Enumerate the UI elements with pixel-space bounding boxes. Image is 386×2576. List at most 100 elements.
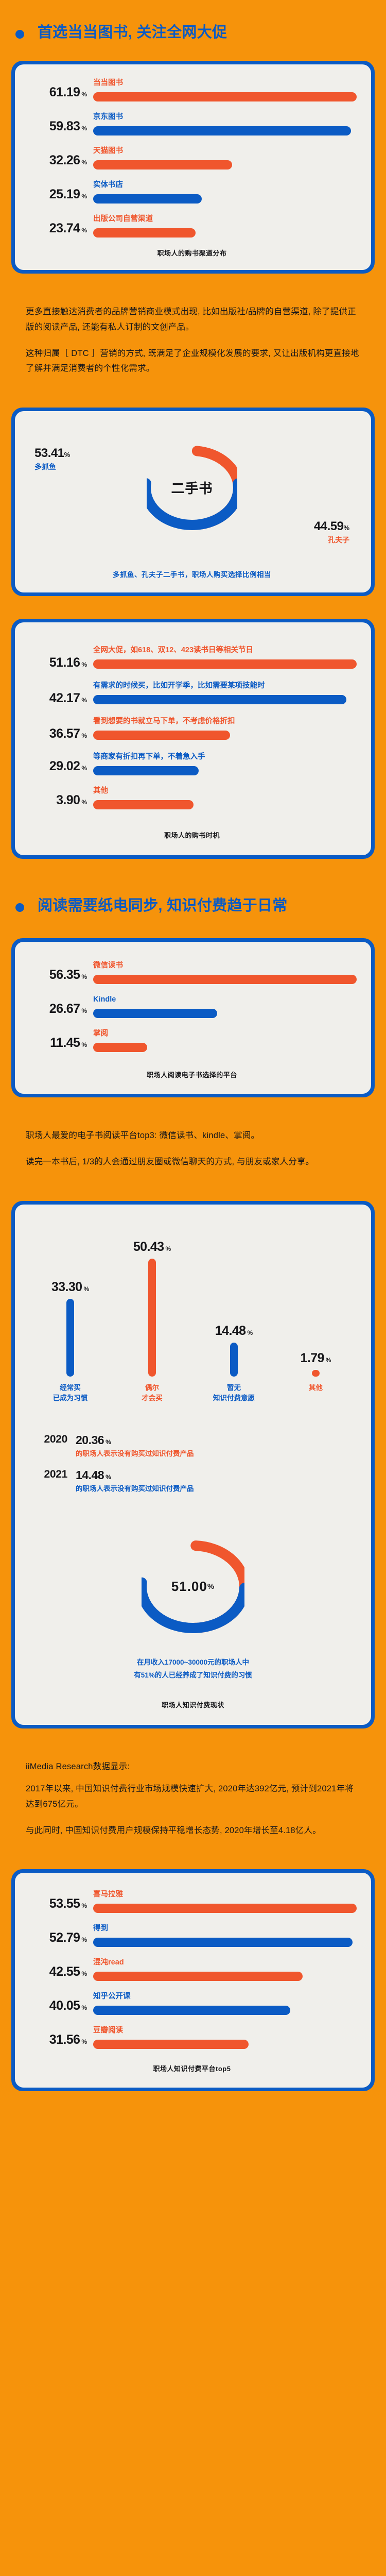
spacer: [0, 1097, 386, 1128]
table-row: 25.19% 实体书店: [27, 180, 357, 204]
paragraph-text: 读完一本书后, 1/3的人会通过朋友圈或微信聊天的方式, 与朋友或家人分享。: [26, 1157, 314, 1167]
bar-value-number: 50.43: [133, 1239, 164, 1254]
bar-value-percent: %: [81, 227, 87, 234]
donut-legend-right: 44.59% 孔夫子: [314, 519, 349, 545]
bar-value: 42.17%: [27, 681, 93, 706]
bar-value-number: 61.19: [49, 85, 80, 100]
card-purchase-timing: 51.16% 全网大促，如618、双12、423读书日等相关节日 42.17% …: [11, 618, 375, 859]
bar-value: 61.19%: [27, 78, 93, 100]
bar-value-number: 31.56: [49, 2032, 80, 2047]
donut-center-label: 51.00%: [142, 1525, 244, 1649]
bar-label: 暂无 知识付费意愿: [193, 1383, 275, 1406]
card-purchase-channels: 61.19% 当当图书 59.83% 京东图书 32.26% 天猫图书: [11, 61, 375, 274]
bar-fill: [93, 160, 232, 170]
year-percent: %: [106, 1473, 111, 1481]
bar-body: 微信读书: [93, 960, 357, 985]
bar-track: [93, 975, 357, 985]
donut-caption-line2: 有51%的人已经养成了知识付费的习惯: [134, 1671, 252, 1680]
bar-fill: [93, 694, 346, 704]
table-row: 53.55% 喜马拉雅: [27, 1889, 357, 1913]
paragraph-text: 2017年以来, 中国知识付费行业市场规模快速扩大, 2020年达392亿元, …: [26, 1784, 354, 1809]
bar-fill: [93, 659, 357, 669]
bar-track: [93, 1009, 357, 1019]
bar-track: [93, 766, 357, 775]
year-label: 2021: [44, 1468, 67, 1480]
spacer: [0, 1728, 386, 1759]
bar-body: 等商家有折扣再下单，不着急入手: [93, 752, 357, 775]
table-row: 2021 14.48% 的职场人表示没有购买过知识付费产品: [29, 1468, 360, 1494]
card-purchase-timing-inner: 51.16% 全网大促，如618、双12、423读书日等相关节日 42.17% …: [15, 622, 371, 855]
card-knowledge-payment-inner: 33.30% 50.43% 14.48% 1.79%: [15, 1204, 371, 1725]
vertical-bar-column: 1.79%: [275, 1222, 357, 1377]
bar-track: [93, 659, 357, 669]
bar-label: 经常买 已成为习惯: [29, 1383, 111, 1406]
spacer: [0, 377, 386, 408]
bar-value-number: 42.17: [49, 690, 80, 705]
bar-label-line1: 偶尔: [145, 1383, 159, 1392]
bar-value-percent: %: [81, 159, 87, 166]
bar-value-percent: %: [81, 2038, 87, 2046]
bar-body: Kindle: [93, 994, 357, 1019]
bar-value-percent: %: [81, 660, 87, 668]
year-description: 的职场人表示没有购买过知识付费产品: [76, 1449, 194, 1458]
bar-track: [93, 730, 357, 740]
bottom-spacer: [0, 2091, 386, 2114]
bullet-dot-icon: [15, 903, 24, 912]
bar-label: 天猫图书: [93, 147, 123, 156]
donut-chart-secondhand: 53.41% 多抓鱼 二手书 44.59% 孔夫子: [27, 429, 357, 547]
bar-value: 36.57%: [27, 716, 93, 741]
chart-caption: 职场人的购书时机: [164, 831, 220, 839]
bar-value-number: 11.45: [50, 1036, 80, 1050]
table-row: 3.90% 其他: [27, 786, 357, 809]
card-purchase-channels-inner: 61.19% 当当图书 59.83% 京东图书 32.26% 天猫图书: [15, 64, 371, 270]
bar-value-percent: %: [165, 1245, 171, 1252]
table-row: 36.57% 看到想要的书就立马下单，不考虑价格折扣: [27, 716, 357, 741]
spacer: [0, 859, 386, 896]
donut-left-name: 多抓鱼: [34, 462, 56, 471]
section-heading-1-text: 首选当当图书, 关注全网大促: [38, 24, 227, 41]
bar-label-line2: 已成为习惯: [52, 1394, 88, 1402]
bar-label: 掌阅: [93, 1029, 108, 1038]
bar-label: 豆瓣阅读: [93, 2026, 123, 2035]
bar-value-percent: %: [81, 1007, 87, 1015]
bar-label: 京东图书: [93, 113, 123, 122]
bar-body: 天猫图书: [93, 146, 357, 170]
bar-track: [93, 1972, 357, 1981]
bar-value-number: 42.55: [49, 1964, 80, 1979]
bar-value-percent: %: [81, 125, 87, 132]
bullet-dot-icon: [15, 30, 24, 39]
bar-track: [93, 1043, 357, 1053]
bar-value: 40.05%: [27, 1991, 93, 2013]
bar-track: [93, 694, 357, 704]
year-description: 的职场人表示没有购买过知识付费产品: [76, 1484, 194, 1493]
bar-label: 当当图书: [93, 79, 123, 88]
spacer: [26, 1494, 360, 1525]
year-body: 14.48% 的职场人表示没有购买过知识付费产品: [76, 1468, 360, 1494]
bar-label-line2: 才会买: [142, 1394, 163, 1402]
bar-body: 掌阅: [93, 1028, 357, 1053]
bar-label-line1: 暂无: [227, 1383, 241, 1392]
bar-value: 52.79%: [27, 1923, 93, 1945]
bar-track: [93, 2006, 357, 2015]
bar-value-percent: %: [81, 798, 87, 806]
table-row: 11.45% 掌阅: [27, 1028, 357, 1053]
vertical-bar-column: 14.48%: [193, 1222, 275, 1377]
paragraph-block-1: 更多直接触达消费者的品牌营销商业模式出现, 比如出版社/品牌的自营渠道, 除了提…: [0, 304, 386, 376]
bar-value-number: 36.57: [49, 726, 80, 741]
bar-value: 53.55%: [27, 1889, 93, 1911]
bar-value-percent: %: [83, 1285, 90, 1293]
bar-label: Kindle: [93, 995, 116, 1004]
donut-center-value: 51.00: [171, 1579, 207, 1595]
donut-left-value: 53.41: [34, 446, 64, 460]
card-knowledge-payment: 33.30% 50.43% 14.48% 1.79%: [11, 1200, 375, 1728]
spacer: [0, 274, 386, 304]
table-row: 32.26% 天猫图书: [27, 146, 357, 170]
bar-value-number: 33.30: [51, 1279, 82, 1294]
paragraph-text: 这种归属［ DTC ］营销的方式, 既满足了企业规模化发展的要求, 又让出版机构…: [26, 349, 359, 374]
spacer: [0, 916, 386, 938]
bar-fill: [93, 1009, 217, 1019]
bar-fill: [93, 1938, 353, 1947]
bar-value: 25.19%: [27, 180, 93, 202]
bar-value-percent: %: [325, 1356, 331, 1364]
bar-value-number: 52.79: [49, 1930, 80, 1945]
